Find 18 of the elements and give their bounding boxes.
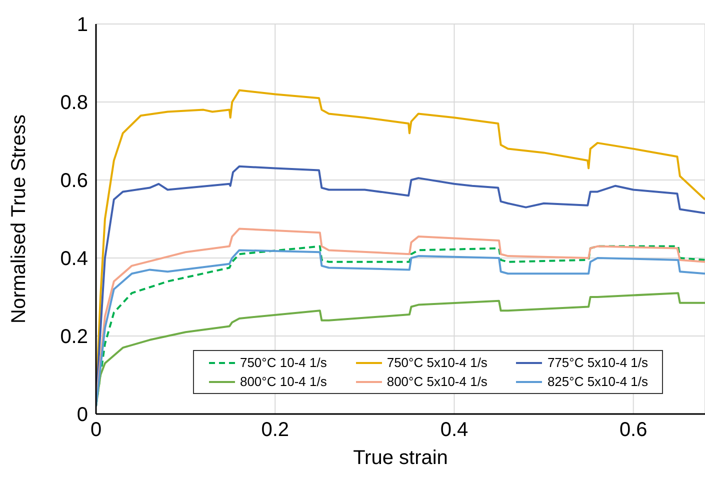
x-tick-label: 0.6 [619,419,648,442]
y-tick-label: 0.4 [60,248,88,270]
y-tick-label: 0 [76,404,88,426]
y-tick-label: 1 [76,14,88,36]
legend-label: 775°C 5x10-4 1/s [547,355,648,370]
legend-label: 800°C 5x10-4 1/s [386,374,488,389]
legend-label: 825°C 5x10-4 1/s [547,374,648,389]
legend-label: 750°C 5x10-4 1/s [386,355,488,370]
x-tick-label: 0.4 [440,419,468,442]
y-tick-label: 0.6 [60,170,88,192]
line-series [96,292,705,408]
legend-label: 800°C 10-4 1/s [240,374,327,389]
y-axis-title: Normalised True Stress [8,114,30,324]
x-axis-title: True strain [353,447,448,469]
y-tick-label: 0.2 [60,326,88,348]
x-tick-label: 0.2 [261,419,290,442]
y-tick-label: 0.8 [60,92,88,114]
legend-label: 750°C 10-4 1/s [240,355,327,370]
